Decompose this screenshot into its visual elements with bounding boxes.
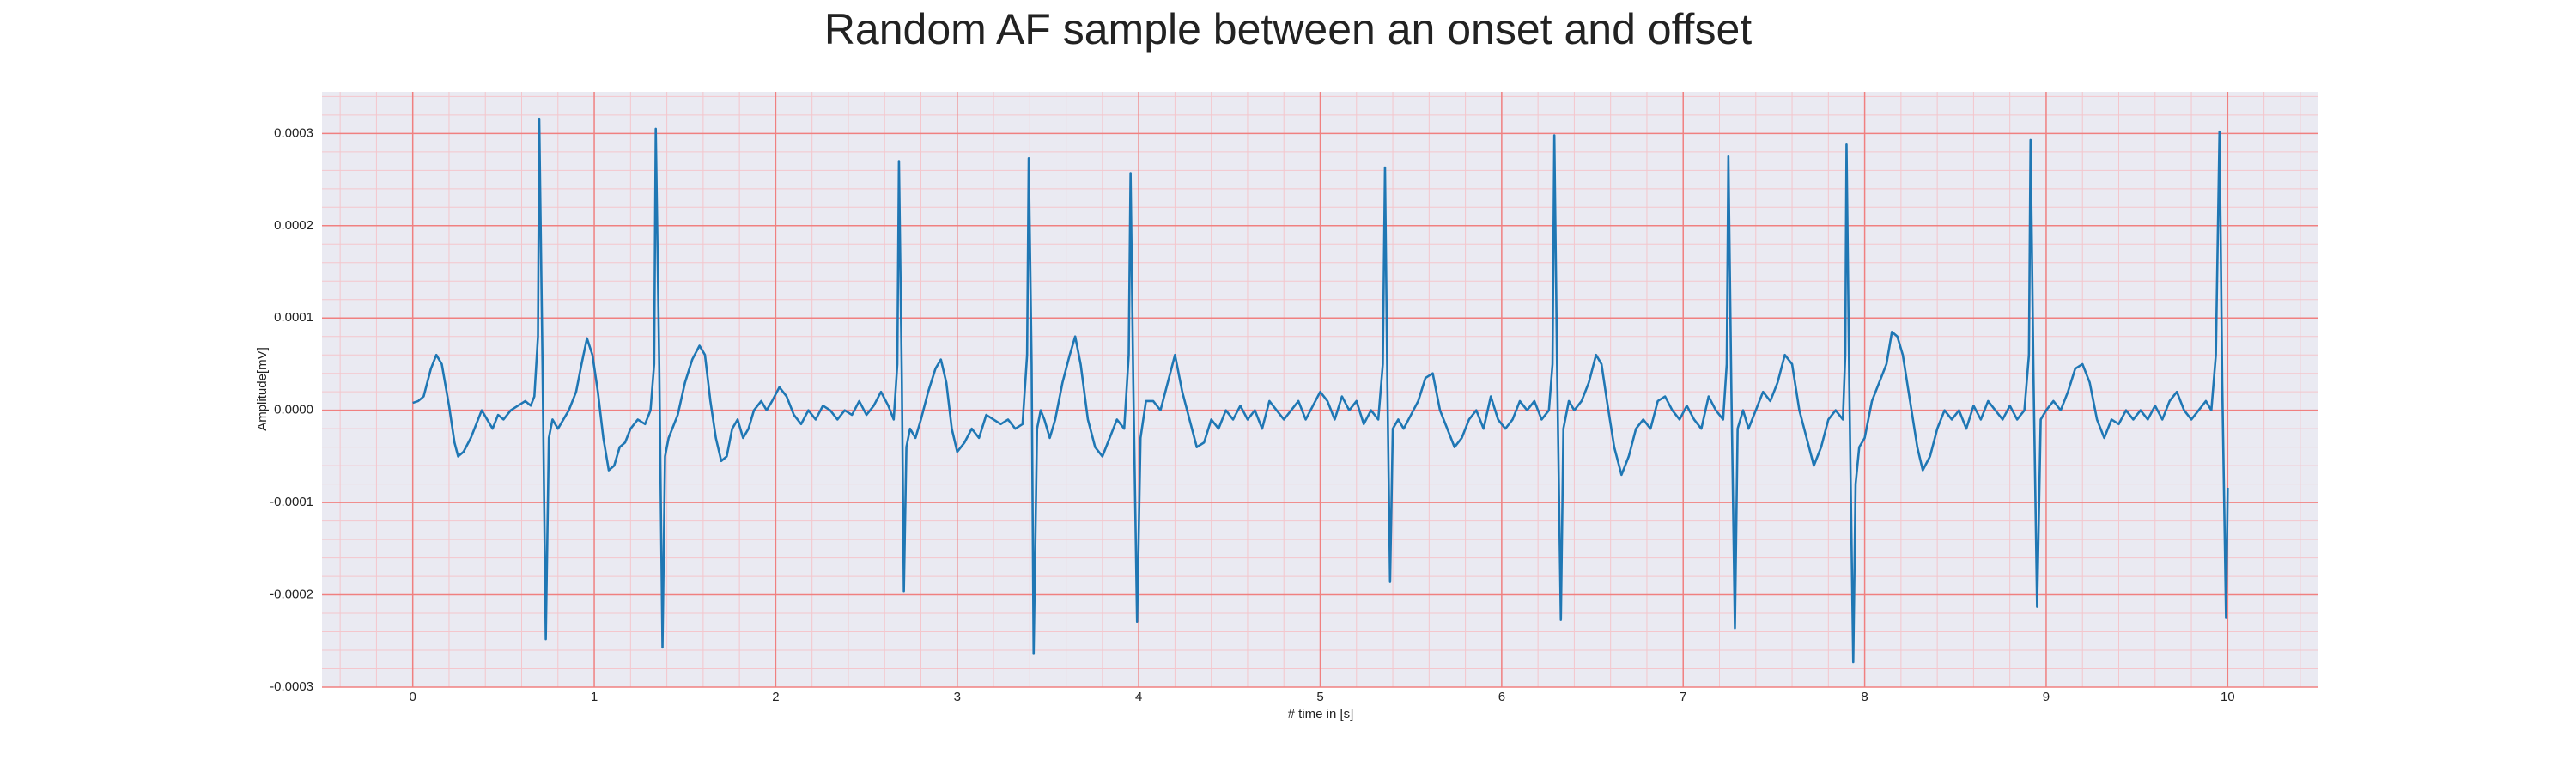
y-tick-label: 0.0002 <box>274 218 313 233</box>
x-tick-label: 8 <box>1861 690 1868 704</box>
x-tick-label: 6 <box>1498 690 1505 704</box>
x-tick-label: 3 <box>954 690 961 704</box>
x-tick-label: 1 <box>591 690 598 704</box>
x-tick-label: 5 <box>1316 690 1323 704</box>
x-tick-label: 2 <box>772 690 779 704</box>
y-tick-label: 0.0003 <box>274 125 313 140</box>
y-tick-label: -0.0003 <box>270 679 313 694</box>
x-tick-label: 9 <box>2043 690 2050 704</box>
signal-line <box>412 117 2229 664</box>
y-tick-label: -0.0002 <box>270 587 313 602</box>
x-tick-label: 7 <box>1680 690 1686 704</box>
y-axis-label: Amplitude[mV] <box>255 347 270 431</box>
y-tick-label: 0.0001 <box>274 310 313 325</box>
x-axis-label: # time in [s] <box>1288 707 1354 721</box>
x-tick-label: 0 <box>410 690 416 704</box>
x-tick-label: 4 <box>1135 690 1142 704</box>
y-tick-label: -0.0001 <box>270 495 313 509</box>
chart-title: Random AF sample between an onset and of… <box>824 5 1752 53</box>
y-tick-label: 0.0000 <box>274 403 313 417</box>
x-tick-label: 10 <box>2221 690 2235 704</box>
